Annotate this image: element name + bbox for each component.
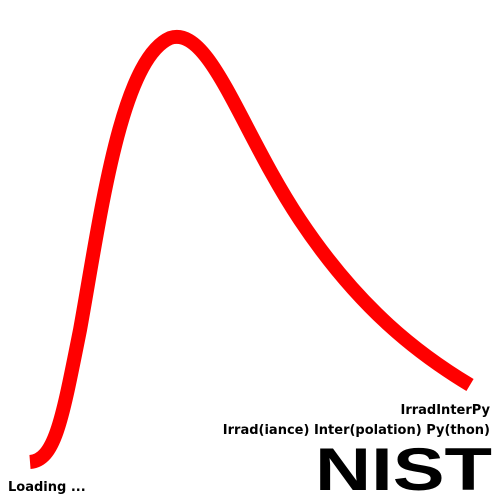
- decorative-curve: [28, 29, 474, 469]
- app-subtitle: Irrad(iance) Inter(polation) Py(thon): [223, 423, 490, 438]
- logo: NIST: [315, 436, 492, 500]
- app-title: IrradInterPy: [400, 403, 490, 418]
- loading-status: Loading ...: [8, 480, 86, 495]
